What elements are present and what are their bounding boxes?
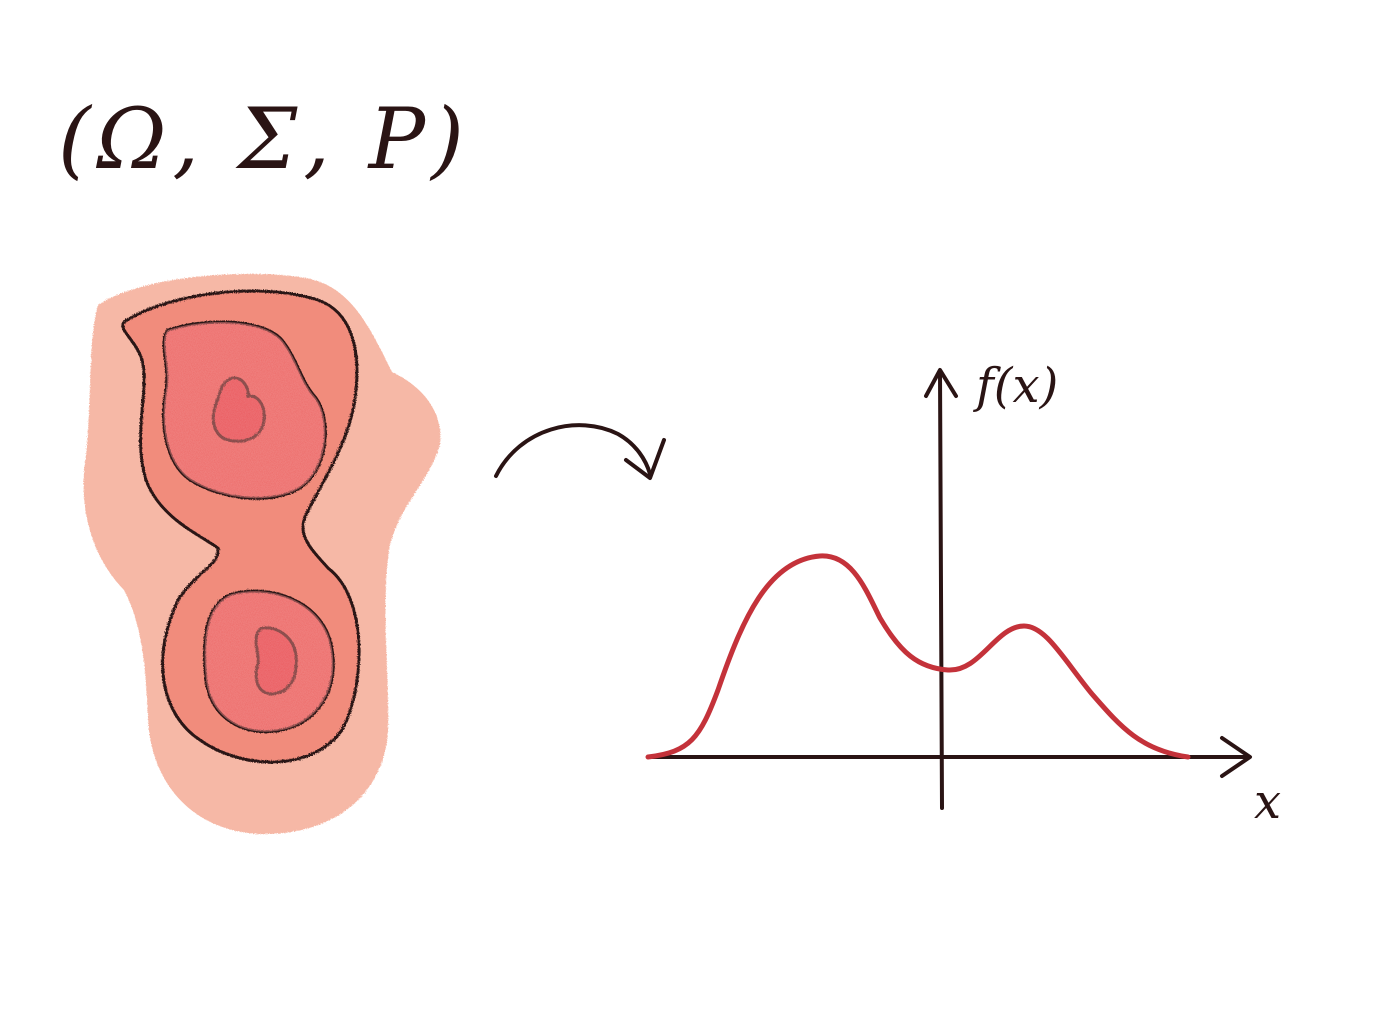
y-axis [938, 370, 944, 810]
x-axis-label: x [1254, 774, 1281, 830]
y-axis-arrowhead [924, 368, 958, 398]
blob-texture [163, 321, 334, 732]
density-curve [645, 553, 1191, 760]
curved-arrow-icon [494, 423, 666, 480]
y-axis-label: f(x) [973, 358, 1058, 414]
graph-axes [646, 368, 1252, 810]
x-axis-arrowhead [1220, 736, 1252, 778]
probability-space-title: (Ω, Σ, P) [58, 90, 470, 188]
